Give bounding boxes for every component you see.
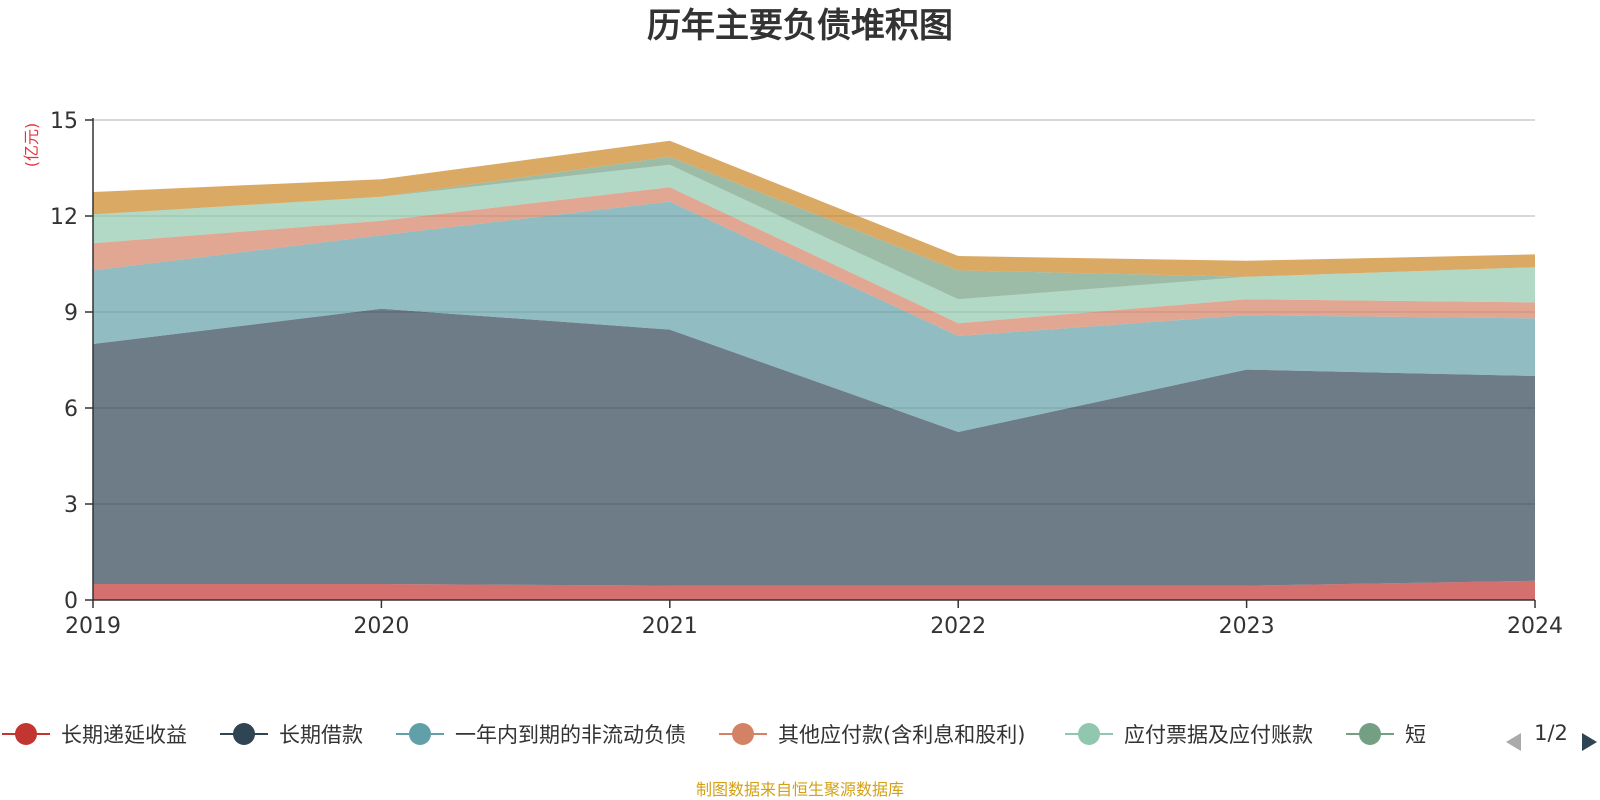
area-series-4 (93, 164, 1535, 324)
axis-layer: 0 3 6 9 12 15 2019 2020 2021 2022 2023 2024 (50, 109, 1563, 639)
x-tick-label: 2023 (1219, 614, 1275, 639)
chart-title: 历年主要负债堆积图 (647, 6, 953, 46)
legend-label: 长期递延收益 (61, 723, 187, 747)
x-tick-label: 2024 (1507, 614, 1563, 639)
legend-item[interactable]: 其他应付款(含利息和股利) (719, 723, 1025, 747)
y-tick-label: 12 (50, 205, 78, 230)
legend-marker (15, 723, 37, 745)
y-tick-label: 3 (64, 493, 78, 518)
legend: 长期递延收益 长期借款 一年内到期的非流动负债 其他应付款(含利息和股利) 应付票据及应… (2, 723, 1426, 747)
legend-label: 应付票据及应付账款 (1124, 723, 1313, 747)
legend-marker (1359, 723, 1381, 745)
legend-marker (409, 723, 431, 745)
area-series-2 (93, 201, 1535, 432)
area-series-6 (93, 140, 1535, 277)
legend-label: 其他应付款(含利息和股利) (778, 723, 1025, 747)
legend-items: 长期递延收益 长期借款 一年内到期的非流动负债 其他应付款(含利息和股利) 应付票据及应… (2, 723, 1426, 747)
area-series-3 (93, 187, 1535, 336)
x-tick-label: 2019 (65, 614, 121, 639)
legend-item[interactable]: 长期递延收益 (2, 723, 187, 747)
source-note: 制图数据来自恒生聚源数据库 (696, 780, 904, 799)
legend-item[interactable]: 短 (1346, 723, 1426, 747)
legend-pager: 1/2 (1506, 721, 1597, 751)
area-layer (93, 140, 1535, 600)
y-tick-label: 15 (50, 109, 78, 134)
x-tick-label: 2020 (353, 614, 409, 639)
legend-label: 长期借款 (279, 723, 363, 747)
y-tick-label: 0 (64, 589, 78, 614)
legend-label: 一年内到期的非流动负债 (455, 723, 686, 747)
y-axis-unit-label: (亿元) (22, 123, 41, 168)
legend-prev-icon[interactable] (1506, 733, 1521, 751)
legend-marker (1078, 723, 1100, 745)
legend-item[interactable]: 长期借款 (220, 723, 363, 747)
x-tick-label: 2021 (642, 614, 698, 639)
legend-marker (732, 723, 754, 745)
legend-item[interactable]: 一年内到期的非流动负债 (396, 723, 686, 747)
legend-label: 短 (1405, 723, 1426, 747)
area-series-5 (93, 156, 1535, 300)
legend-next-icon[interactable] (1582, 733, 1597, 751)
legend-page-indicator: 1/2 (1534, 721, 1568, 745)
legend-marker (233, 723, 255, 745)
x-tick-label: 2022 (930, 614, 986, 639)
y-tick-label: 9 (64, 301, 78, 326)
legend-item[interactable]: 应付票据及应付账款 (1065, 723, 1313, 747)
area-series-1 (93, 308, 1535, 586)
y-tick-label: 6 (64, 397, 78, 422)
